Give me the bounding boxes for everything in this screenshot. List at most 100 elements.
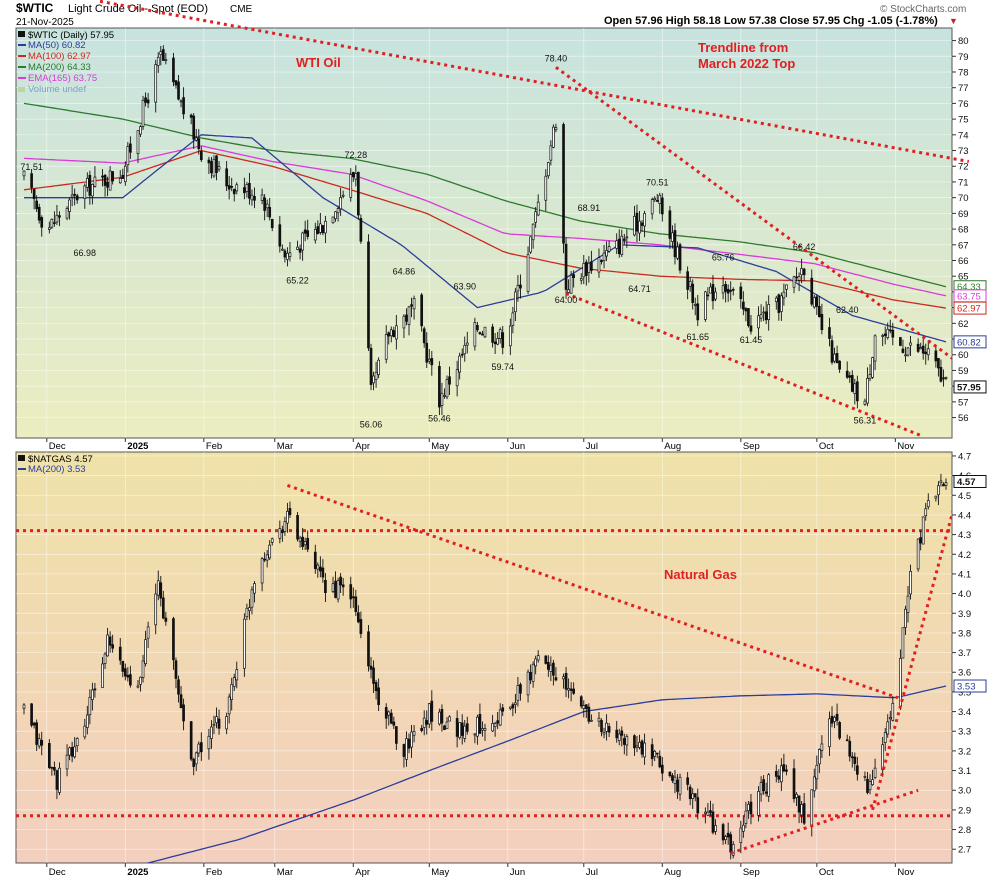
candle-body <box>519 284 522 289</box>
price-annotation: 61.45 <box>740 335 763 345</box>
candle-body <box>73 193 76 196</box>
candle-body <box>111 171 114 182</box>
candle-body <box>357 612 360 623</box>
candle-body <box>174 80 178 86</box>
candle-body <box>496 720 500 724</box>
candle-body <box>605 250 608 257</box>
y-tick-label: 80 <box>958 36 969 47</box>
price-annotation: 56.31 <box>854 416 877 426</box>
candle-body <box>501 707 505 712</box>
last-value-text: 60.82 <box>957 337 981 348</box>
legend-gas-ma200: MA(200) 3.53 <box>28 464 86 475</box>
candle-body <box>212 723 216 726</box>
candle-body <box>792 276 796 288</box>
candle-body <box>384 334 388 360</box>
candle-body <box>562 124 565 244</box>
candle-body <box>711 811 715 833</box>
down-arrow-icon: ▼ <box>949 16 958 26</box>
candle-body <box>552 126 555 148</box>
candle-body <box>600 260 603 263</box>
candle-body <box>906 595 910 613</box>
price-annotation: 65.76 <box>712 252 735 262</box>
candle-body <box>129 143 132 153</box>
y-tick-label: 4.4 <box>958 510 971 521</box>
candle-body <box>544 655 548 664</box>
candle-body <box>118 178 122 184</box>
candle-body <box>283 521 287 532</box>
candle-body <box>108 636 112 646</box>
candle-body <box>22 170 26 177</box>
candle-body <box>757 790 760 816</box>
gas-candles <box>22 473 948 860</box>
candle-body <box>481 333 484 336</box>
candle-body <box>759 782 763 795</box>
candle-body <box>331 216 335 224</box>
candle-body <box>554 677 558 681</box>
candle-body <box>688 786 692 800</box>
candle-body <box>476 325 479 331</box>
candle-body <box>853 383 857 394</box>
x-tick-label-gas: May <box>431 867 449 878</box>
trendline <box>286 484 899 700</box>
candle-body <box>387 332 391 337</box>
candle-body <box>828 718 831 748</box>
x-tick-label-gas: Mar <box>277 867 293 878</box>
candle-body <box>268 544 272 559</box>
gas-moving-average <box>145 685 947 863</box>
candle-body <box>536 655 540 661</box>
candle-body <box>883 732 887 743</box>
candle-body <box>944 376 948 379</box>
candle-body <box>88 696 92 716</box>
candle-body <box>458 355 462 373</box>
candle-body <box>676 779 679 792</box>
trendline <box>99 0 970 164</box>
candle-body <box>802 803 806 824</box>
candle-body <box>638 220 641 234</box>
candle-body <box>546 661 550 670</box>
candle-body <box>268 207 272 218</box>
candle-body <box>357 171 360 216</box>
candle-body <box>476 716 479 737</box>
candle-body <box>724 283 727 292</box>
y-tick-label: 3.4 <box>958 707 971 718</box>
candle-body <box>838 360 841 370</box>
candle-body <box>301 232 304 251</box>
candle-body <box>901 627 905 659</box>
gas-ma200-line <box>145 685 947 863</box>
candle-body <box>420 727 424 731</box>
candle-body <box>392 721 396 726</box>
price-annotation: 65.22 <box>286 276 309 286</box>
candle-body <box>316 564 320 570</box>
legend-price: $WTIC (Daily) 57.95 <box>28 30 114 41</box>
candle-body <box>374 682 378 692</box>
oil-panel-bg <box>15 27 953 439</box>
candle-body <box>638 741 641 748</box>
candle-body <box>562 676 565 680</box>
candle-body <box>369 665 373 670</box>
candle-body <box>243 618 246 669</box>
candle-body <box>339 576 342 586</box>
price-annotation: 71.51 <box>20 162 43 172</box>
candle-body <box>463 345 467 355</box>
candle-body <box>508 325 512 347</box>
candle-body <box>101 175 104 178</box>
candle-body <box>764 311 768 321</box>
candle-body <box>430 358 434 366</box>
candle-body <box>873 335 877 362</box>
candle-body <box>810 789 814 827</box>
candle-body <box>402 744 406 757</box>
candle-body <box>359 619 363 634</box>
candle-body <box>123 668 127 677</box>
candle-body <box>511 312 515 326</box>
quote-line: Open 57.96 High 58.18 Low 57.38 Close 57… <box>604 15 938 27</box>
candle-body <box>493 341 497 345</box>
y-tick-label: 73 <box>958 146 969 157</box>
candle-body <box>197 138 201 150</box>
candle-body <box>387 711 391 716</box>
candle-body <box>334 211 337 219</box>
candle-body <box>448 716 451 722</box>
candle-body <box>671 232 674 242</box>
candle-body <box>602 252 606 261</box>
price-annotation: 72.28 <box>345 150 368 160</box>
exchange: CME <box>230 4 253 15</box>
